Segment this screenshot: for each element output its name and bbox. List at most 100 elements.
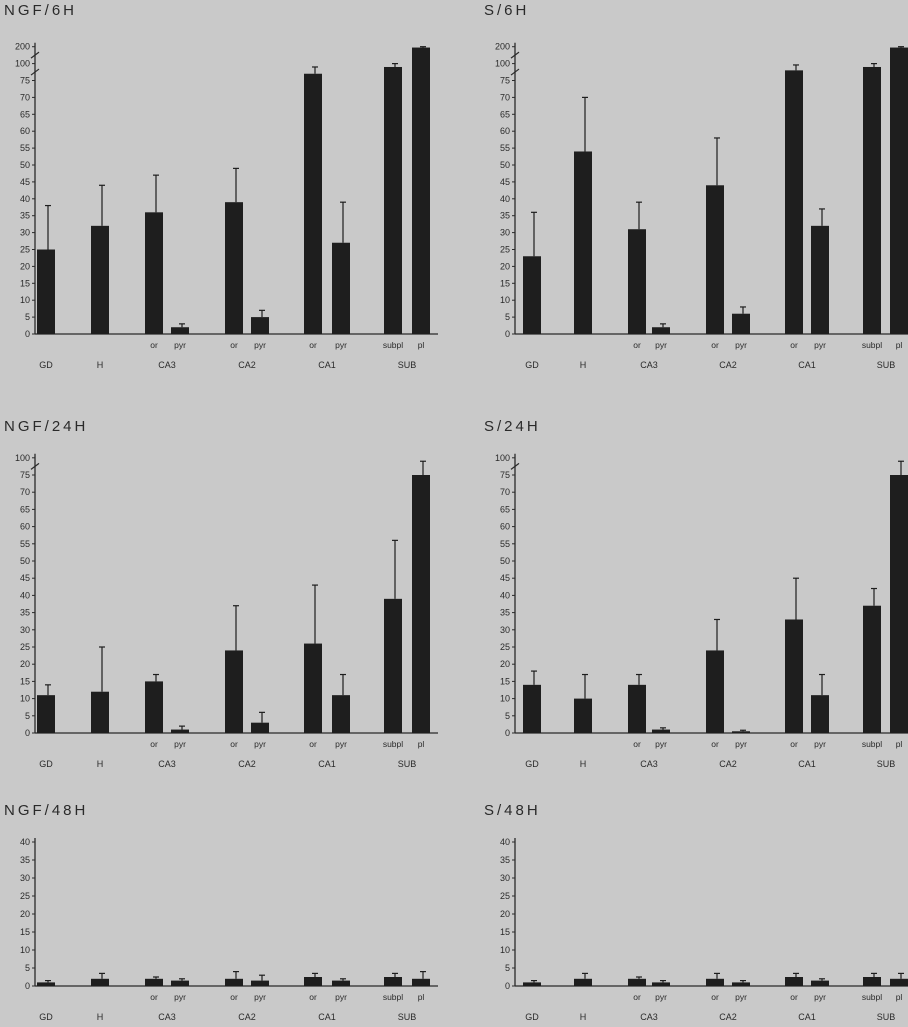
y-tick-label: 5 xyxy=(505,711,510,721)
y-tick-label: 40 xyxy=(500,837,510,847)
bar-ca1-pyr xyxy=(332,242,350,334)
y-tick-label: 10 xyxy=(500,295,510,305)
y-tick-label: 70 xyxy=(20,487,30,497)
y-tick-label: 65 xyxy=(20,109,30,119)
x-sublabel: pyr xyxy=(814,739,826,749)
x-sublabel: or xyxy=(230,992,238,1002)
y-tick-label: 65 xyxy=(500,109,510,119)
y-tick-label: 35 xyxy=(500,608,510,618)
y-tick-label: 65 xyxy=(20,504,30,514)
y-tick-label: 65 xyxy=(500,504,510,514)
x-group-label: CA2 xyxy=(238,360,256,370)
bar-ca3-or xyxy=(628,978,646,986)
x-group-label: GD xyxy=(525,1012,539,1022)
panel-title: S/24H xyxy=(484,418,541,435)
x-sublabel: or xyxy=(309,992,317,1002)
bar-sub-subpl xyxy=(384,598,402,733)
y-tick-label: 40 xyxy=(20,590,30,600)
bar-ca3-pyr xyxy=(171,729,189,733)
bar-ca2-or xyxy=(706,185,724,334)
x-sublabel: pyr xyxy=(174,340,186,350)
bar-ca2-pyr xyxy=(251,980,269,986)
y-tick-label: 30 xyxy=(500,228,510,238)
y-tick-label: 50 xyxy=(500,556,510,566)
panel-title: S/48H xyxy=(484,802,541,819)
x-group-label: CA3 xyxy=(158,1012,176,1022)
axis-break-mark xyxy=(510,51,520,59)
x-sublabel: or xyxy=(711,992,719,1002)
x-sublabel: pyr xyxy=(174,992,186,1002)
bar-ca3-or xyxy=(628,229,646,334)
bar-sub-subpl xyxy=(384,66,402,334)
x-sublabel: subpl xyxy=(862,340,882,350)
x-sublabel: or xyxy=(309,739,317,749)
x-sublabel: pyr xyxy=(814,340,826,350)
y-tick-label: 75 xyxy=(20,76,30,86)
bar-sub-pl xyxy=(890,475,908,733)
x-group-label: GD xyxy=(525,360,539,370)
x-group-label: SUB xyxy=(877,759,896,769)
y-tick-label: 75 xyxy=(500,76,510,86)
y-tick-label: 45 xyxy=(500,573,510,583)
panel-s-6h: S/6H 0 5 10 15 20 25 30 35 40 45 50 55 60 65 70 75 100 20… xyxy=(480,2,908,382)
bar-ca2-pyr xyxy=(732,982,750,986)
x-group-label: CA2 xyxy=(719,360,737,370)
axis-break-mark xyxy=(510,68,520,76)
y-tick-label: 35 xyxy=(500,211,510,221)
panel-title: NGF/6H xyxy=(4,2,78,19)
y-tick-label: 15 xyxy=(500,927,510,937)
bar-ca2-or xyxy=(706,978,724,986)
y-tick-label: 30 xyxy=(500,873,510,883)
x-group-label: CA1 xyxy=(318,360,336,370)
chart-svg: 0 5 10 15 20 25 30 35 40 or pyr or pyr or pyr subpl pl GD… xyxy=(500,837,908,1022)
y-tick-label: 0 xyxy=(505,329,510,339)
bar-h xyxy=(574,151,592,334)
bar-sub-pl xyxy=(412,475,430,733)
x-sublabel: or xyxy=(790,739,798,749)
bar-gd xyxy=(523,982,541,986)
x-group-label: SUB xyxy=(877,1012,896,1022)
x-sublabel: pyr xyxy=(735,739,747,749)
bar-sub-pl xyxy=(890,47,908,335)
bar-ca3-or xyxy=(628,684,646,733)
y-tick-label: 70 xyxy=(500,92,510,102)
bar-h xyxy=(91,978,109,986)
x-sublabel: or xyxy=(150,739,158,749)
x-group-label: SUB xyxy=(398,759,417,769)
y-tick-label: 45 xyxy=(500,177,510,187)
y-tick-label: 0 xyxy=(505,728,510,738)
x-sublabel: pyr xyxy=(254,992,266,1002)
y-tick-label: 200 xyxy=(15,42,30,52)
y-tick-label: 100 xyxy=(495,453,510,463)
bar-gd xyxy=(37,249,55,334)
x-group-label: CA2 xyxy=(719,759,737,769)
y-tick-label: 40 xyxy=(500,590,510,600)
bar-h xyxy=(574,698,592,733)
x-sublabel: subpl xyxy=(383,340,403,350)
y-tick-label: 15 xyxy=(20,278,30,288)
y-tick-label: 10 xyxy=(20,295,30,305)
bar-ca2-or xyxy=(706,650,724,733)
y-tick-label: 20 xyxy=(20,909,30,919)
x-sublabel: pyr xyxy=(655,992,667,1002)
y-tick-label: 45 xyxy=(20,177,30,187)
chart-svg: 0 5 10 15 20 25 30 35 40 45 50 55 60 65 70 75 100 or pyr or… xyxy=(15,453,438,769)
x-sublabel: pl xyxy=(418,340,425,350)
bar-sub-pl xyxy=(412,47,430,335)
x-group-label: CA1 xyxy=(798,759,816,769)
y-tick-label: 70 xyxy=(500,487,510,497)
x-sublabel: pyr xyxy=(174,739,186,749)
y-tick-label: 25 xyxy=(500,245,510,255)
x-sublabel: subpl xyxy=(383,739,403,749)
x-sublabel: pyr xyxy=(735,992,747,1002)
bar-sub-subpl xyxy=(863,605,881,733)
bar-ca1-or xyxy=(785,70,803,335)
x-sublabel: pyr xyxy=(735,340,747,350)
bar-sub-pl xyxy=(890,978,908,986)
x-group-label: H xyxy=(97,759,104,769)
x-sublabel: pyr xyxy=(335,992,347,1002)
x-sublabel: pl xyxy=(418,739,425,749)
panel-title: NGF/48H xyxy=(4,802,89,819)
y-tick-label: 5 xyxy=(25,711,30,721)
y-tick-label: 15 xyxy=(20,676,30,686)
